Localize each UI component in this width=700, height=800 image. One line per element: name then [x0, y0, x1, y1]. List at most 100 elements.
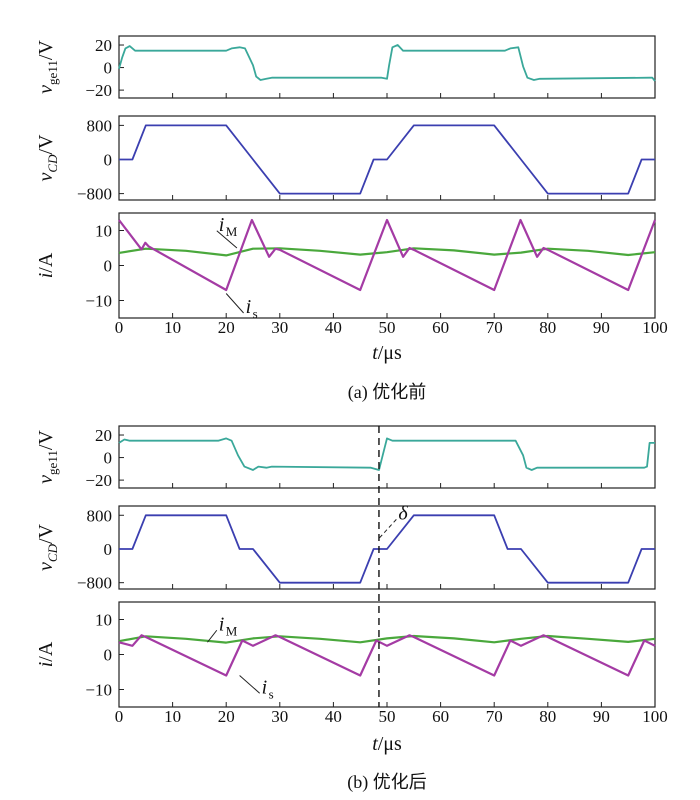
y-axis-label: vCD/V [35, 134, 60, 182]
annotation-label: i [246, 296, 252, 318]
x-tick-label: 100 [642, 318, 668, 337]
plot-frame [118, 35, 656, 99]
y-label-var: v [35, 172, 57, 181]
annotation-label: i [219, 214, 225, 236]
y-axis-label: i/A [35, 641, 57, 667]
panel-i: 100−10i Mi si/A [35, 212, 657, 321]
y-label-unit: /V [35, 40, 57, 61]
y-tick-label: 0 [104, 540, 113, 559]
y-axis-label: vge11/V [35, 40, 60, 94]
y-tick-label: 20 [95, 426, 112, 445]
plot-frame [118, 601, 656, 708]
annotation: δ [378, 502, 408, 539]
y-tick-label: 800 [87, 116, 113, 135]
series-line-i-1 [118, 218, 657, 292]
y-tick-label: 0 [104, 257, 113, 276]
annotation-label: i [262, 676, 268, 698]
series-line-vge-0 [118, 437, 655, 471]
y-tick-label: 10 [95, 611, 112, 630]
y-tick-label: 800 [87, 506, 113, 525]
x-axis-label: t/μs [372, 342, 402, 364]
panel-vcd: 800 0 −800 vCD/V [35, 115, 656, 204]
y-label-unit: /V [35, 523, 57, 544]
series-line-i-0 [118, 247, 656, 257]
series-line-i-0 [118, 634, 656, 644]
x-tick-label: 50 [379, 707, 396, 726]
annotation-sub: M [226, 224, 238, 239]
y-tick-label: −800 [77, 574, 112, 593]
annotation-label: δ [398, 502, 408, 524]
x-tick-label: 40 [325, 707, 342, 726]
y-tick-label: 0 [104, 449, 113, 468]
panel-i: 100−10i Mi si/A [35, 601, 656, 708]
x-tick-label: 70 [486, 707, 503, 726]
annotation-leader [239, 675, 261, 694]
x-tick-label: 10 [164, 318, 181, 337]
y-tick-label: −800 [77, 185, 112, 204]
plot-frame [118, 505, 656, 590]
x-tick-label: 70 [486, 318, 503, 337]
panel-vge: 20 0 −20 vge11/V [35, 35, 656, 100]
y-tick-label: −10 [85, 681, 112, 700]
y-tick-label: 0 [104, 59, 113, 78]
y-label-unit: /A [35, 252, 57, 273]
x-tick-label: 40 [325, 318, 342, 337]
y-label-unit: /V [35, 134, 57, 155]
x-tick-label: 10 [164, 707, 181, 726]
y-label-var: v [35, 475, 57, 484]
panel-vcd: 800 0 −800 δ vCD/V [35, 502, 656, 593]
annotation-sub: s [253, 306, 258, 321]
y-label-unit: /V [35, 430, 57, 451]
figure-caption: (b) 优化后 [347, 772, 427, 793]
x-tick-label: 0 [115, 707, 124, 726]
x-tick-label: 80 [539, 318, 556, 337]
x-tick-label: 90 [593, 318, 610, 337]
figure-caption: (a) 优化前 [348, 382, 426, 403]
y-axis-label: vge11/V [35, 430, 60, 484]
y-tick-label: −10 [85, 292, 112, 311]
annotation-sub: M [226, 623, 238, 638]
y-label-var: v [35, 562, 57, 571]
panel-vge: 20 0 −20 vge11/V [35, 425, 656, 490]
annotation-leader [207, 629, 218, 643]
y-label-unit: /A [35, 641, 57, 662]
y-label-sub: CD [45, 543, 60, 562]
annotation-leader [378, 519, 397, 539]
y-tick-label: −20 [85, 471, 112, 490]
y-label-var: v [35, 85, 57, 94]
y-label-sub: CD [45, 154, 60, 173]
series-line-vcd-0 [119, 124, 655, 195]
x-tick-label: 80 [539, 707, 556, 726]
annotation-leader [225, 293, 244, 314]
y-label-sub: ge11 [45, 450, 60, 475]
x-tick-label: 30 [271, 318, 288, 337]
x-label-unit: /μs [378, 342, 402, 364]
x-tick-label: 0 [115, 318, 124, 337]
x-tick-label: 60 [432, 318, 449, 337]
plot-frame [118, 212, 656, 319]
y-tick-label: 20 [95, 36, 112, 55]
annotation-sub: s [269, 686, 274, 701]
y-label-sub: ge11 [45, 60, 60, 85]
series-line-i-1 [118, 634, 656, 677]
plot-frame [118, 425, 656, 489]
y-label-var: i [35, 662, 57, 668]
x-label-var: t [372, 733, 378, 755]
x-label-var: t [372, 342, 378, 364]
series-line-vge-0 [118, 44, 656, 82]
x-tick-label: 60 [432, 707, 449, 726]
x-label-unit: /μs [378, 733, 402, 755]
y-tick-label: 0 [104, 150, 113, 169]
y-axis-label: vCD/V [35, 523, 60, 571]
y-label-var: i [35, 273, 57, 279]
plot-frame [118, 115, 656, 201]
x-tick-label: 20 [218, 318, 235, 337]
y-axis-label: i/A [35, 252, 57, 278]
